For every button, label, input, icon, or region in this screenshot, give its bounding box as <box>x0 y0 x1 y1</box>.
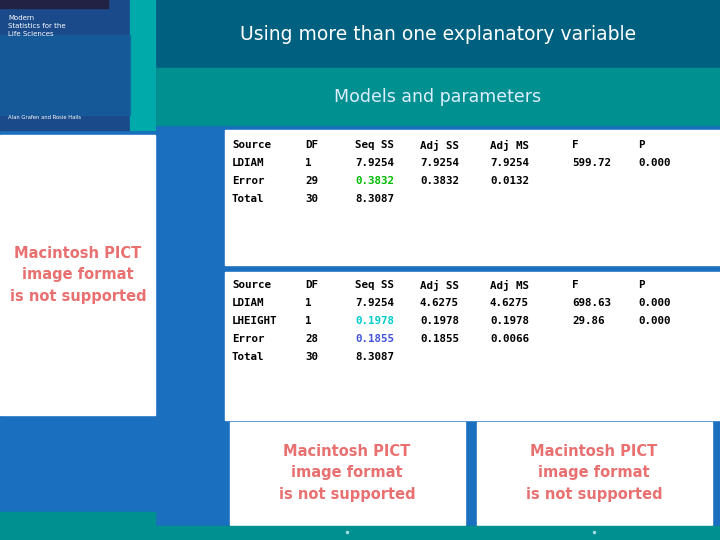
Bar <box>225 130 720 265</box>
Text: Macintosh PICT
image format
is not supported: Macintosh PICT image format is not suppo… <box>279 444 415 502</box>
Text: 30: 30 <box>305 352 318 362</box>
Bar <box>0 35 130 115</box>
Text: Seq SS: Seq SS <box>355 140 394 150</box>
Text: Error: Error <box>232 334 264 344</box>
Text: Source: Source <box>232 280 271 290</box>
Text: 0.1978: 0.1978 <box>490 316 529 326</box>
Text: 29: 29 <box>305 176 318 186</box>
Text: 0.1978: 0.1978 <box>355 316 394 326</box>
Text: Adj SS: Adj SS <box>420 280 459 291</box>
Text: Adj SS: Adj SS <box>420 140 459 151</box>
Bar <box>0 512 155 526</box>
Text: 0.3832: 0.3832 <box>355 176 394 186</box>
Text: Source: Source <box>232 140 271 150</box>
Text: 7.9254: 7.9254 <box>355 158 394 168</box>
Text: P: P <box>638 140 644 150</box>
Text: 28: 28 <box>305 334 318 344</box>
Text: 4.6275: 4.6275 <box>420 298 459 308</box>
Text: Models and parameters: Models and parameters <box>334 88 541 106</box>
Bar <box>230 422 465 525</box>
Text: F: F <box>572 280 578 290</box>
Text: 7.9254: 7.9254 <box>355 298 394 308</box>
Text: DF: DF <box>305 280 318 290</box>
Text: Macintosh PICT
image format
is not supported: Macintosh PICT image format is not suppo… <box>526 444 662 502</box>
Text: 4.6275: 4.6275 <box>490 298 529 308</box>
Text: 0.000: 0.000 <box>638 298 670 308</box>
Text: 30: 30 <box>305 194 318 204</box>
Text: Macintosh PICT
image format
is not supported: Macintosh PICT image format is not suppo… <box>9 246 146 303</box>
Text: 0.3832: 0.3832 <box>420 176 459 186</box>
Text: 0.1855: 0.1855 <box>355 334 394 344</box>
Text: Modern
Statistics for the
Life Sciences: Modern Statistics for the Life Sciences <box>8 15 66 37</box>
Text: 0.000: 0.000 <box>638 158 670 168</box>
Text: 7.9254: 7.9254 <box>420 158 459 168</box>
Bar <box>0 0 155 130</box>
Text: 698.63: 698.63 <box>572 298 611 308</box>
Bar <box>477 422 712 525</box>
Bar <box>225 272 720 420</box>
Text: 1: 1 <box>305 158 312 168</box>
Text: 0.0066: 0.0066 <box>490 334 529 344</box>
Text: Alan Grafen and Rosie Hails: Alan Grafen and Rosie Hails <box>8 115 81 120</box>
Text: DF: DF <box>305 140 318 150</box>
Text: P: P <box>638 280 644 290</box>
Text: 8.3087: 8.3087 <box>355 194 394 204</box>
Text: 0.1978: 0.1978 <box>420 316 459 326</box>
Text: LDIAM: LDIAM <box>232 298 264 308</box>
Bar <box>0 526 720 540</box>
Bar <box>155 68 720 125</box>
Text: 0.0132: 0.0132 <box>490 176 529 186</box>
Text: LHEIGHT: LHEIGHT <box>232 316 277 326</box>
Bar <box>0 135 155 415</box>
Text: 7.9254: 7.9254 <box>490 158 529 168</box>
Bar <box>0 0 108 8</box>
Text: 0.1855: 0.1855 <box>420 334 459 344</box>
Text: F: F <box>572 140 578 150</box>
Text: Using more than one explanatory variable: Using more than one explanatory variable <box>240 24 636 44</box>
Text: Adj MS: Adj MS <box>490 280 529 291</box>
Text: LDIAM: LDIAM <box>232 158 264 168</box>
Text: Seq SS: Seq SS <box>355 280 394 290</box>
Text: 1: 1 <box>305 298 312 308</box>
Text: 29.86: 29.86 <box>572 316 605 326</box>
Text: 0.000: 0.000 <box>638 316 670 326</box>
Bar <box>130 0 155 130</box>
Text: Error: Error <box>232 176 264 186</box>
Text: 599.72: 599.72 <box>572 158 611 168</box>
Text: 1: 1 <box>305 316 312 326</box>
Text: Adj MS: Adj MS <box>490 140 529 151</box>
Bar <box>155 0 720 68</box>
Text: Total: Total <box>232 194 264 204</box>
Text: Total: Total <box>232 352 264 362</box>
Text: 8.3087: 8.3087 <box>355 352 394 362</box>
